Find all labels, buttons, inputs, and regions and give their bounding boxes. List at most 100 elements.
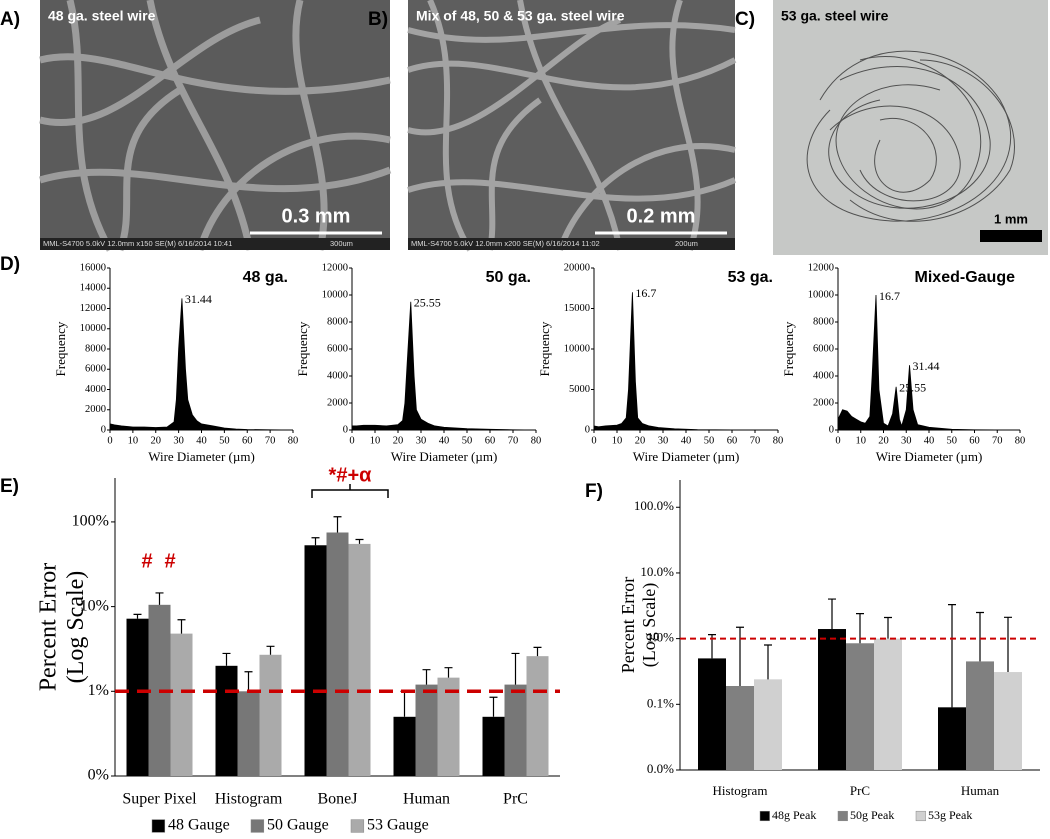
error-bar [764, 644, 772, 680]
bar [754, 679, 782, 770]
x-tick-label: 40 [681, 435, 692, 446]
y-tick-label: 12000 [808, 262, 834, 273]
image-info-scale: 300um [330, 239, 353, 248]
histogram-area [109, 298, 294, 431]
y-axis-label: (Log Scale) [639, 583, 660, 667]
y-tick-label: 10% [80, 597, 109, 614]
bar [874, 638, 902, 770]
significance-bracket [311, 484, 389, 498]
scale-bar-label: 1 mm [994, 211, 1028, 226]
y-tick-label: 0.1% [647, 695, 674, 710]
x-axis-label: Wire Diameter (µm) [633, 449, 740, 464]
x-tick-label: 40 [196, 435, 207, 446]
bar [170, 633, 193, 776]
y-tick-label: 12000 [80, 303, 106, 314]
bar [526, 656, 549, 776]
bar [698, 658, 726, 770]
error-bar [222, 652, 231, 666]
y-tick-label: 10000 [322, 289, 348, 300]
error-bar [511, 652, 520, 685]
bar [326, 532, 349, 776]
legend-label: 48g Peak [772, 808, 816, 822]
x-tick-label: 0 [591, 435, 596, 446]
bar [215, 665, 238, 776]
error-bar [736, 626, 744, 687]
y-tick-label: 16000 [80, 262, 106, 273]
photo [773, 0, 1048, 255]
bar [437, 677, 460, 776]
error-bar [422, 669, 431, 685]
panel-label: B) [368, 9, 388, 30]
x-tick-label: 20 [151, 435, 162, 446]
histogram-area [837, 294, 1021, 431]
image-caption: 48 ga. steel wire [48, 8, 156, 24]
x-tick-label: 10 [856, 435, 867, 446]
legend-swatch [837, 810, 848, 822]
error-bar [828, 598, 836, 630]
x-tick-label: PrC [503, 791, 528, 808]
x-tick-label: 50 [704, 435, 715, 446]
y-tick-label: 0.0% [647, 761, 674, 776]
bar [966, 661, 994, 770]
y-tick-label: 0 [101, 424, 106, 435]
bar [304, 545, 327, 776]
error-bar [976, 611, 984, 662]
sem-image [38, 0, 392, 252]
x-tick-label: Human [961, 783, 1000, 798]
panel-label: D) [0, 254, 20, 275]
y-tick-label: 1.0% [647, 630, 674, 645]
bar [846, 643, 874, 770]
bar [259, 654, 282, 776]
legend-label: 50g Peak [850, 808, 894, 822]
error-bar [244, 671, 253, 692]
y-tick-label: 4000 [327, 370, 348, 381]
x-tick-label: 50 [462, 435, 473, 446]
sem-image [407, 0, 737, 252]
y-tick-label: 4000 [85, 384, 106, 395]
bar [126, 618, 149, 776]
error-bar [133, 613, 142, 619]
y-tick-label: 100% [72, 513, 109, 530]
image-caption: 53 ga. steel wire [781, 8, 889, 24]
y-axis-label: Percent Error [36, 563, 62, 692]
bar [726, 686, 754, 770]
bar [415, 684, 438, 776]
chart-title: 50 ga. [486, 269, 531, 286]
error-bar [444, 667, 453, 678]
bar [938, 707, 966, 770]
y-tick-label: 0 [829, 424, 834, 435]
x-tick-label: 60 [727, 435, 738, 446]
legend-label: 53g Peak [928, 808, 972, 822]
bar [393, 716, 416, 776]
x-tick-label: 0 [107, 435, 112, 446]
image-info: MML-S4700 5.0kV 12.0mm x150 SE(M) 6/16/2… [43, 239, 232, 248]
scale-bar-label: 0.2 mm [627, 205, 696, 227]
x-tick-label: 20 [635, 435, 646, 446]
x-tick-label: 60 [242, 435, 253, 446]
chart-title: 53 ga. [728, 269, 773, 286]
bar [348, 543, 371, 776]
y-axis-label: Percent Error [618, 577, 638, 673]
y-tick-label: 6000 [813, 343, 834, 354]
image-info-scale: 200um [675, 239, 698, 248]
x-tick-label: PrC [850, 783, 870, 798]
error-bar [155, 592, 164, 605]
error-bar [489, 696, 498, 717]
y-tick-label: 10000 [564, 343, 590, 354]
x-tick-label: 30 [173, 435, 184, 446]
x-tick-label: 80 [1015, 435, 1026, 446]
x-tick-label: 70 [265, 435, 276, 446]
x-tick-label: 30 [658, 435, 669, 446]
x-tick-label: 60 [969, 435, 980, 446]
peak-label: 16.7 [635, 286, 656, 300]
bar [237, 691, 260, 776]
panel-label: C) [735, 9, 755, 30]
x-tick-label: 0 [349, 435, 354, 446]
y-tick-label: 0% [88, 767, 109, 784]
error-bar [400, 690, 409, 717]
legend-label: 50 Gauge [267, 817, 329, 834]
x-tick-label: 70 [508, 435, 519, 446]
x-tick-label: Histogram [215, 791, 283, 808]
x-axis-label: Wire Diameter (µm) [876, 449, 983, 464]
